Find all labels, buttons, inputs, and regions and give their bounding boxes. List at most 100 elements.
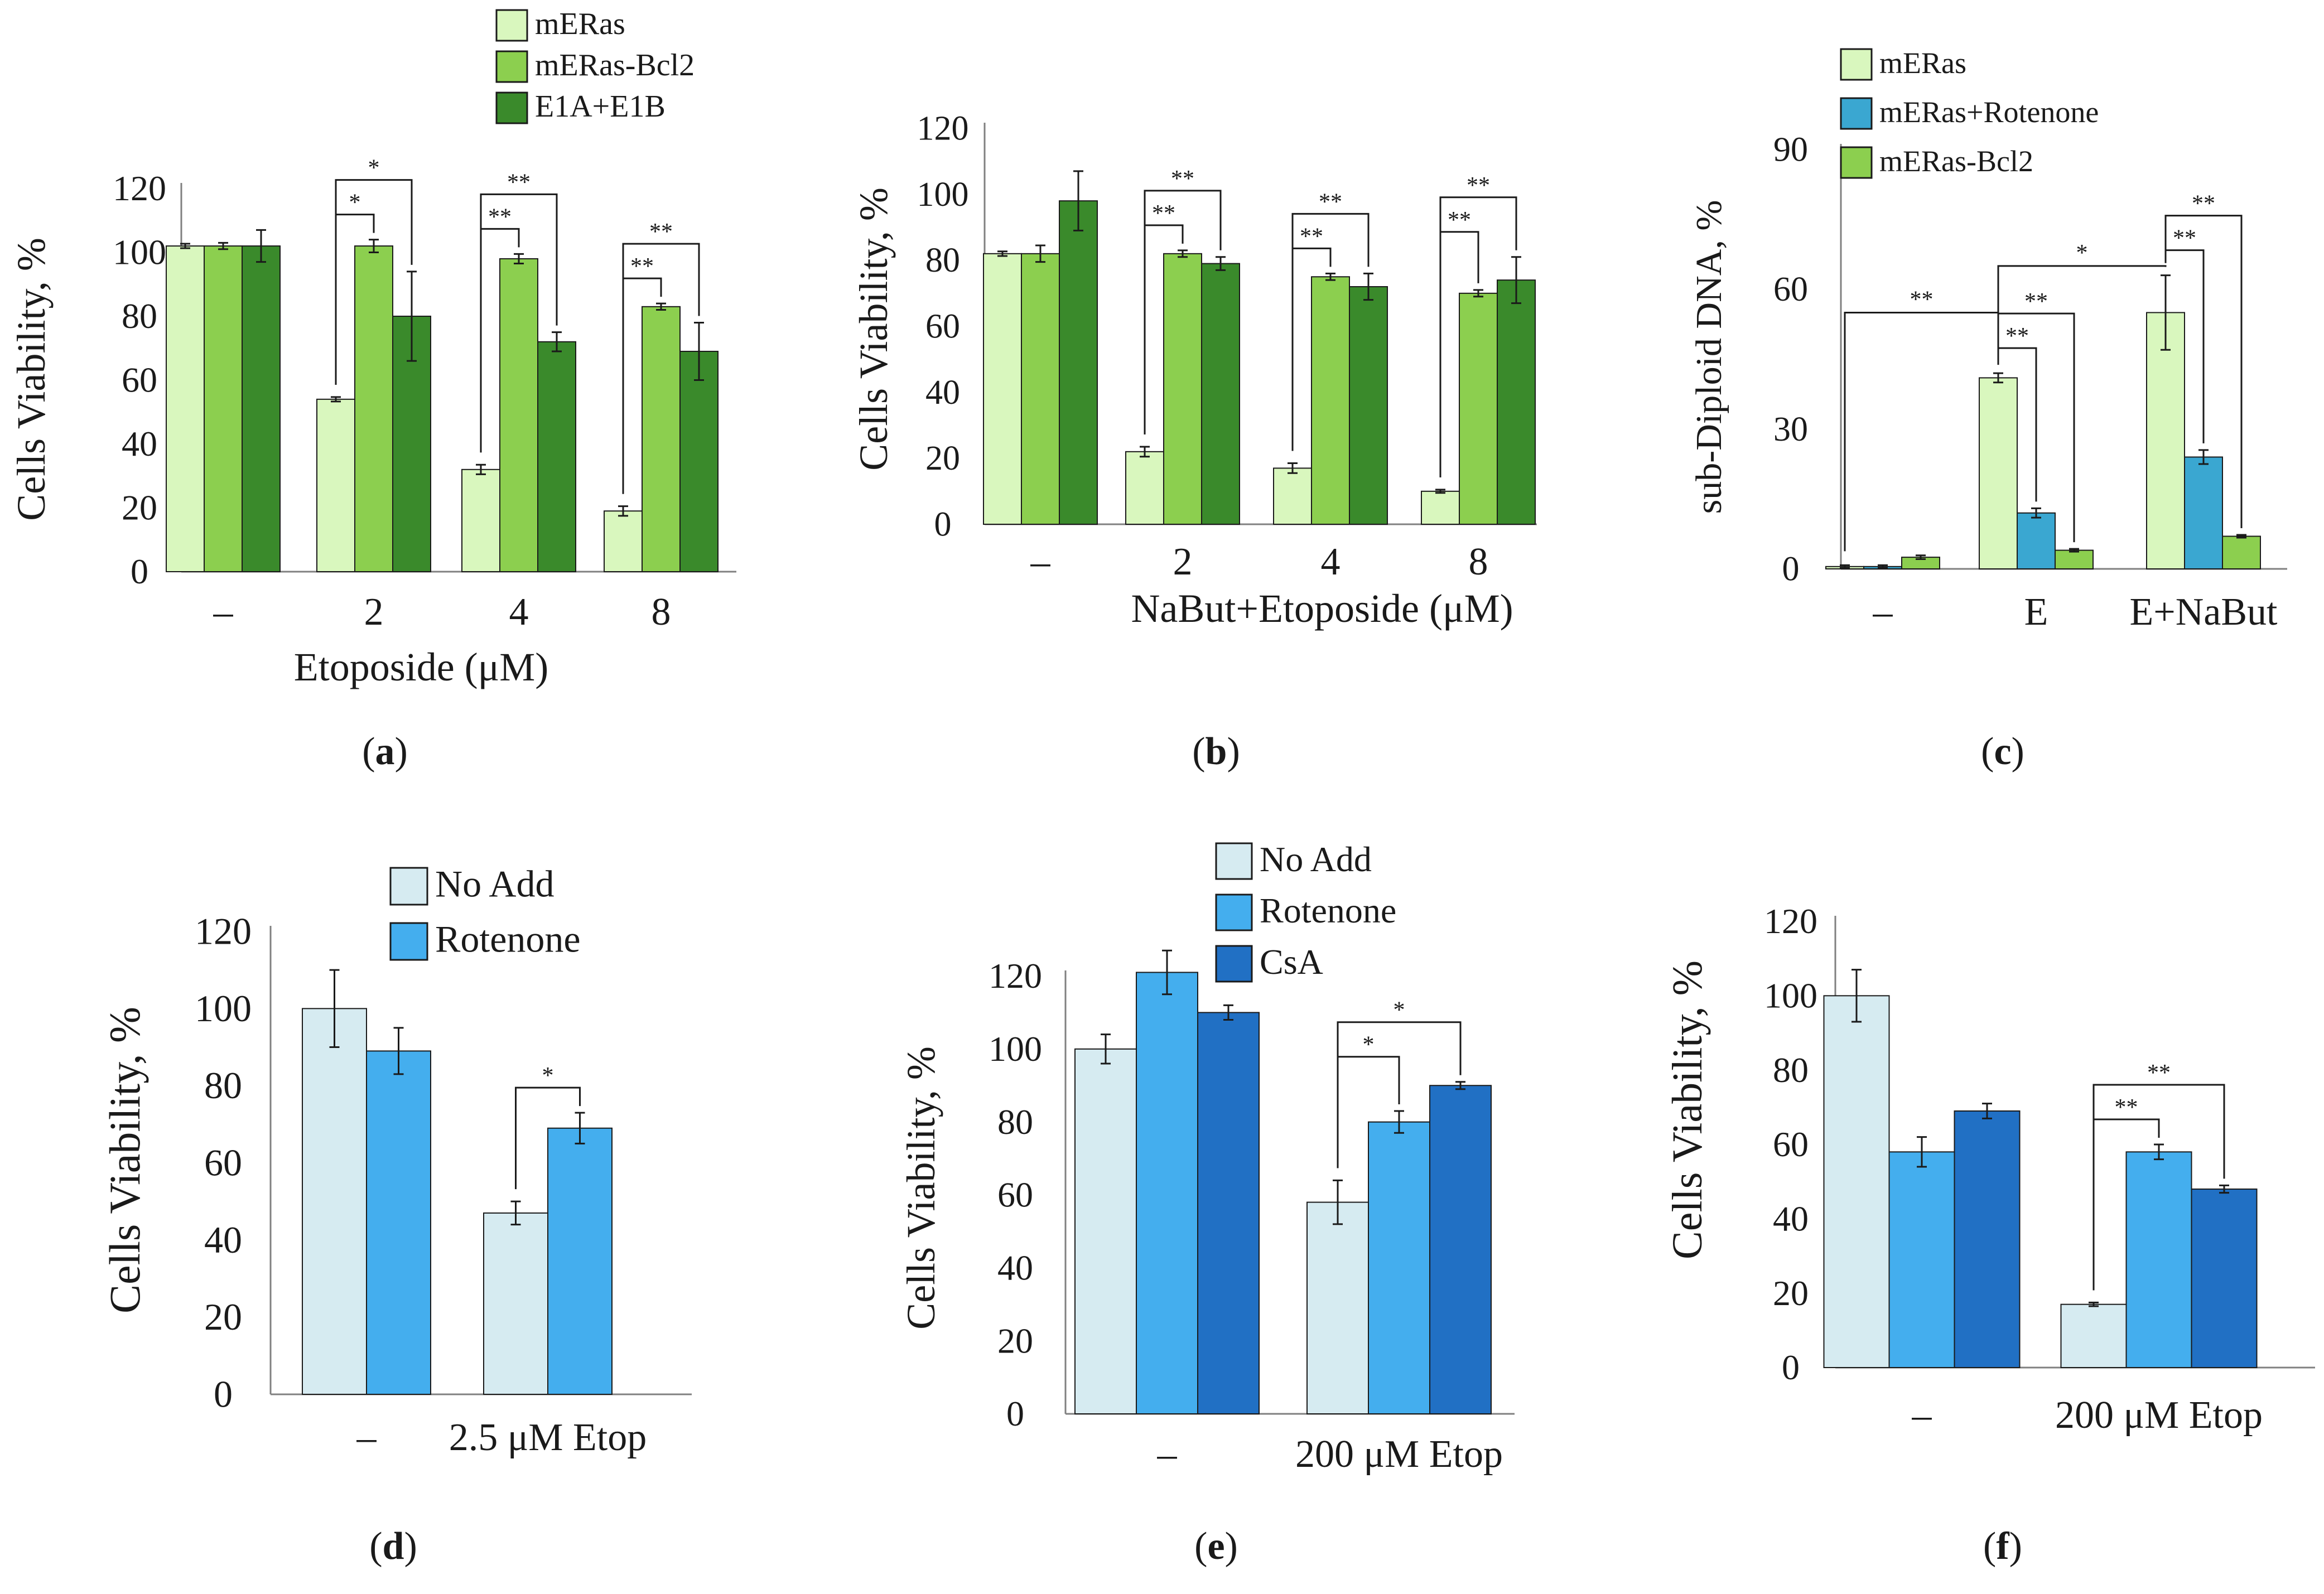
bar-meras-bcl2	[642, 306, 681, 572]
y-tick-label: 40	[122, 424, 157, 463]
bar-meras-rotenone	[2184, 456, 2223, 570]
bar-no-add	[1074, 1048, 1137, 1415]
bar-meras-bcl2	[1311, 276, 1350, 525]
significance-label: **	[2115, 1095, 2138, 1120]
significance-bracket	[622, 243, 700, 494]
bar-rotenone	[366, 1050, 431, 1395]
legend: No Add Rotenone	[389, 862, 581, 961]
significance-label: *	[349, 190, 361, 216]
bar-csa	[1197, 1012, 1260, 1414]
legend-swatch	[389, 922, 428, 961]
y-tick-label: 80	[1773, 1050, 1809, 1090]
chart-panel-f: 0 20 40 60 80 100 120 Cells Viability, % – 200 μM…	[1664, 901, 2315, 1568]
significance-label: **	[2192, 191, 2215, 217]
x-category-label: –	[213, 591, 234, 634]
bar-meras-bcl2	[1021, 253, 1060, 525]
bar-rotenone	[547, 1127, 613, 1395]
significance-label: **	[2024, 289, 2048, 315]
legend-entry: mERas	[1879, 46, 1966, 80]
x-category-label: E+NaBut	[2130, 591, 2278, 634]
y-tick-label: 40	[204, 1219, 242, 1261]
x-category-label: –	[1912, 1394, 1932, 1437]
y-tick-label: 90	[1773, 131, 1808, 168]
significance-label: **	[2005, 323, 2029, 349]
legend-entry: mERas-Bcl2	[535, 48, 695, 83]
y-axis-title: Cells Viability, %	[851, 187, 896, 471]
significance-label: **	[630, 254, 654, 279]
significance-bracket	[1337, 1021, 1462, 1168]
bar-e1a-e1b	[1059, 200, 1098, 525]
legend: No Add Rotenone CsA	[1215, 839, 1396, 983]
legend-entry: E1A+E1B	[535, 89, 666, 124]
y-axis-title: Cells Viability, %	[100, 1007, 149, 1313]
bar-e1a-e1b	[537, 341, 576, 572]
significance-label: **	[1171, 166, 1194, 192]
bar-meras	[166, 245, 205, 572]
significance-label: **	[2147, 1060, 2171, 1086]
x-axis-title: NaBut+Etoposide (μM)	[1131, 586, 1513, 631]
bar-no-add	[1823, 995, 1890, 1369]
y-axis-title: Cells Viability, %	[9, 238, 54, 521]
legend-entry: No Add	[1260, 839, 1372, 879]
y-tick-label: 60	[122, 360, 157, 400]
significance-label: *	[1394, 998, 1405, 1023]
bar-meras	[2146, 312, 2185, 569]
y-axis-title: Cells Viability, %	[899, 1046, 943, 1330]
legend-swatch	[1840, 146, 1873, 179]
significance-label: **	[1910, 287, 1934, 312]
x-category-label: 2	[1173, 540, 1193, 583]
bar-meras	[316, 398, 355, 572]
significance-label: **	[507, 170, 531, 195]
significance-label: **	[1448, 207, 1471, 233]
chart-panel-d: 0 20 40 60 80 100 120 Cells Viability, % – 2.5 μM…	[100, 862, 692, 1568]
y-tick-label: 0	[934, 505, 952, 543]
significance-bracket	[335, 179, 413, 385]
significance-label: *	[1363, 1032, 1375, 1058]
y-tick-label: 0	[1782, 1347, 1800, 1387]
legend-entry: Rotenone	[1260, 891, 1396, 930]
bar-no-add	[302, 1008, 367, 1395]
bar-csa	[1954, 1110, 2021, 1368]
panel-label: (f)	[1983, 1525, 2022, 1568]
bar-rotenone	[1368, 1121, 1430, 1414]
bar-meras	[604, 510, 643, 572]
x-category-label: –	[1873, 591, 1893, 634]
bar-meras	[1421, 490, 1460, 525]
bar-csa	[1429, 1085, 1492, 1414]
bar-meras-rotenone	[2017, 512, 2056, 570]
x-category-label: 4	[509, 591, 529, 634]
significance-label: **	[2173, 226, 2196, 252]
legend-swatch	[1215, 945, 1253, 983]
significance-label: **	[1300, 224, 1323, 249]
x-category-label: –	[1030, 540, 1051, 583]
significance-bracket	[2092, 1084, 2225, 1291]
bar-e1a-e1b	[1497, 279, 1536, 525]
x-axis-title: Etoposide (μM)	[294, 645, 549, 689]
bar-rotenone	[2125, 1151, 2192, 1368]
significance-label: *	[368, 156, 380, 181]
bar-no-add	[2060, 1303, 2127, 1369]
y-tick-label: 120	[195, 910, 252, 952]
y-tick-label: 20	[204, 1296, 242, 1338]
y-tick-label: 40	[1773, 1199, 1809, 1238]
x-category-label: 4	[1321, 540, 1341, 583]
panel-label: (a)	[362, 730, 408, 773]
x-category-label: 8	[652, 591, 671, 634]
y-tick-label: 0	[1782, 550, 1800, 588]
bar-meras	[461, 468, 500, 572]
chart-panel-e: 0 20 40 60 80 100 120 Cells Viability, % – 200 μM…	[899, 839, 1515, 1568]
bar-e1a-e1b	[1201, 263, 1240, 525]
significance-label: **	[1467, 173, 1490, 199]
legend-swatch	[495, 9, 528, 42]
y-tick-label: 40	[997, 1248, 1033, 1287]
legend-entry: Rotenone	[435, 917, 581, 960]
legend: mERas mERas-Bcl2 E1A+E1B	[495, 7, 695, 124]
y-tick-label: 20	[997, 1321, 1033, 1360]
y-tick-label: 60	[204, 1141, 242, 1184]
x-category-label: 8	[1469, 540, 1488, 583]
y-axis-title: Cells Viability, %	[1664, 960, 1711, 1259]
x-category-label: –	[356, 1416, 377, 1459]
panel-label: (c)	[1981, 730, 2024, 773]
group-significance-bracket	[1997, 265, 2167, 360]
y-tick-label: 100	[195, 987, 252, 1030]
